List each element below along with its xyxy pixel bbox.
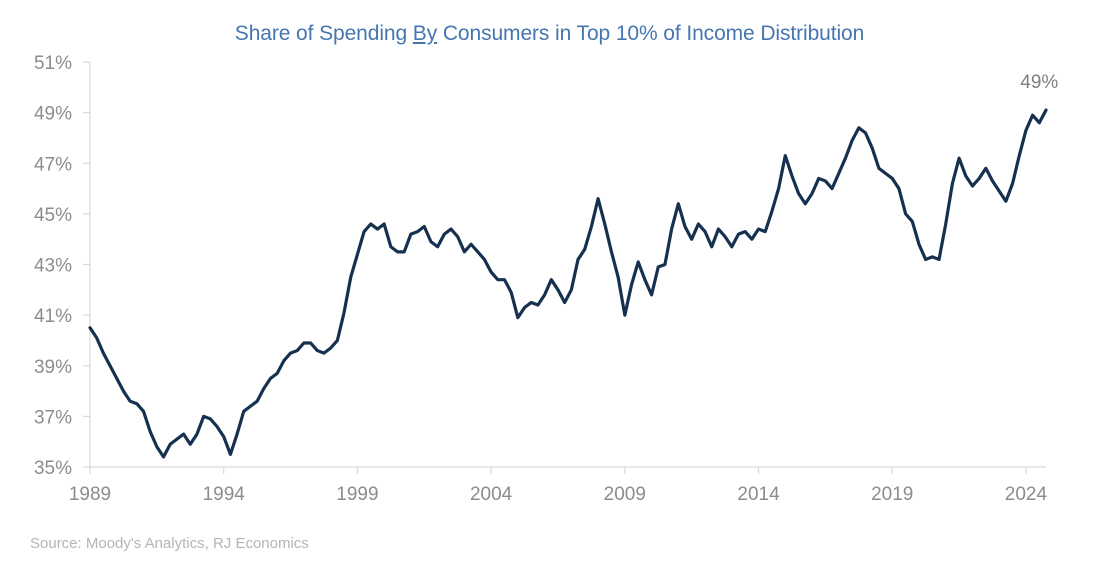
- x-tick-label: 2004: [470, 484, 513, 505]
- endpoint-value-label: 49%: [1020, 72, 1058, 93]
- x-tick-label: 1994: [203, 484, 246, 505]
- x-tick-label: 2009: [604, 484, 646, 505]
- y-tick-label: 43%: [34, 256, 72, 277]
- y-tick-label: 39%: [34, 357, 72, 378]
- source-note: Source: Moody's Analytics, RJ Economics: [30, 535, 309, 552]
- x-axis-ticks: 1989 1994 1999 2004 2009 2014 2019 2024: [69, 467, 1048, 505]
- chart-title: Share of Spending By Consumers in Top 10…: [0, 22, 1099, 46]
- y-tick-label: 49%: [34, 104, 72, 125]
- y-tick-label: 45%: [34, 205, 72, 226]
- chart-title-part-after: Consumers in Top 10% of Income Distribut…: [437, 22, 865, 45]
- y-tick-label: 37%: [34, 407, 72, 428]
- x-tick-label: 1999: [336, 484, 378, 505]
- data-series-line: [88, 108, 1048, 459]
- x-tick-label: 2024: [1005, 484, 1048, 505]
- chart-title-part-before: Share of Spending: [234, 22, 413, 45]
- y-tick-label: 41%: [34, 306, 72, 327]
- chart-title-part-underlined: By: [412, 22, 438, 45]
- x-tick-label: 2014: [737, 484, 780, 505]
- y-tick-label: 47%: [34, 154, 72, 175]
- y-axis-ticks: 35% 37% 39% 41% 43% 45% 47% 49% 51%: [34, 53, 90, 479]
- x-tick-label: 1989: [69, 484, 111, 505]
- x-tick-label: 2019: [871, 484, 913, 505]
- y-tick-label: 51%: [34, 53, 72, 74]
- y-tick-label: 35%: [34, 458, 72, 479]
